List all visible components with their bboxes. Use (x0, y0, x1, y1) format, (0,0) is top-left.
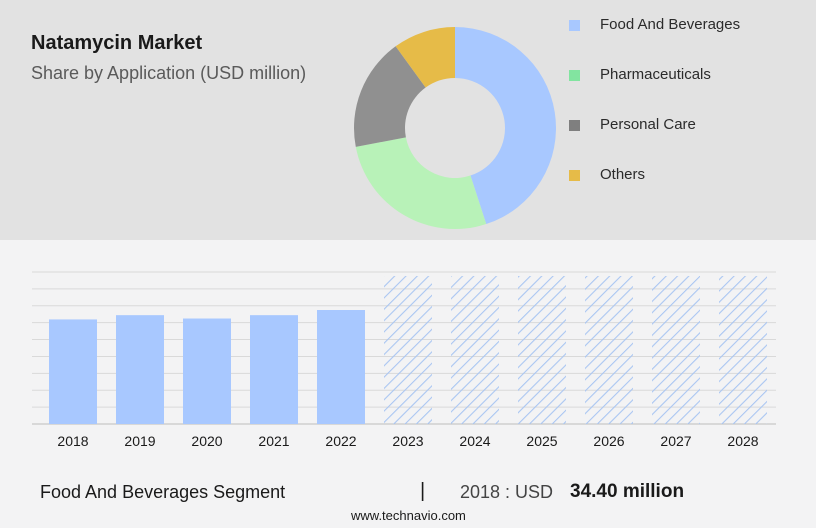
legend-label-pharmaceuticals: Pharmaceuticals (600, 66, 711, 83)
legend-swatch-personal-care (569, 120, 580, 131)
x-tick-label-2028: 2028 (727, 433, 758, 449)
forecast-bar-2025 (518, 276, 566, 424)
donut-slice-personal-care (354, 46, 426, 147)
donut-slice-food-and-beverages (455, 27, 556, 225)
x-tick-label-2024: 2024 (459, 433, 490, 449)
forecast-bar-2028 (719, 276, 767, 424)
legend-swatch-others (569, 170, 580, 181)
x-tick-label-2018: 2018 (57, 433, 88, 449)
bar-2022 (317, 310, 365, 424)
bar-2019 (116, 315, 164, 424)
legend-swatch-pharmaceuticals (569, 70, 580, 81)
x-tick-label-2027: 2027 (660, 433, 691, 449)
forecast-bar-2027 (652, 276, 700, 424)
x-tick-label-2025: 2025 (526, 433, 557, 449)
footer-year-label: 2018 : USD (460, 482, 554, 502)
donut-chart (354, 27, 556, 230)
forecast-bar-2023 (384, 276, 432, 424)
x-tick-label-2022: 2022 (325, 433, 356, 449)
chart-subtitle: Share by Application (USD million) (31, 63, 307, 83)
bar-chart: 2018 2019 2020 2021 2022 2023 2024 2025 2026 2027… (32, 271, 776, 449)
footer-value: 34.40 million (570, 481, 685, 502)
legend-label-personal-care: Personal Care (600, 116, 696, 133)
footer-segment-label: Food And Beverages Segment (40, 482, 286, 502)
donut-slice-pharmaceuticals (355, 137, 487, 230)
x-tick-label-2021: 2021 (258, 433, 289, 449)
x-tick-label-2019: 2019 (124, 433, 155, 449)
chart-title: Natamycin Market (31, 32, 203, 54)
bar-2020 (183, 318, 231, 424)
bar-2018 (49, 319, 97, 424)
forecast-bar-2024 (451, 276, 499, 424)
legend-label-food-and-beverages: Food And Beverages (600, 16, 741, 33)
legend-label-others: Others (600, 166, 646, 183)
x-tick-label-2023: 2023 (392, 433, 423, 449)
x-tick-label-2020: 2020 (191, 433, 222, 449)
footer-divider: | (420, 480, 426, 502)
legend-swatch-food-and-beverages (569, 20, 580, 31)
bar-2021 (250, 315, 298, 424)
x-tick-label-2026: 2026 (593, 433, 624, 449)
donut-slice-others (395, 27, 455, 88)
forecast-bar-2026 (585, 276, 633, 424)
footer-site: www.technavio.com (351, 508, 466, 523)
